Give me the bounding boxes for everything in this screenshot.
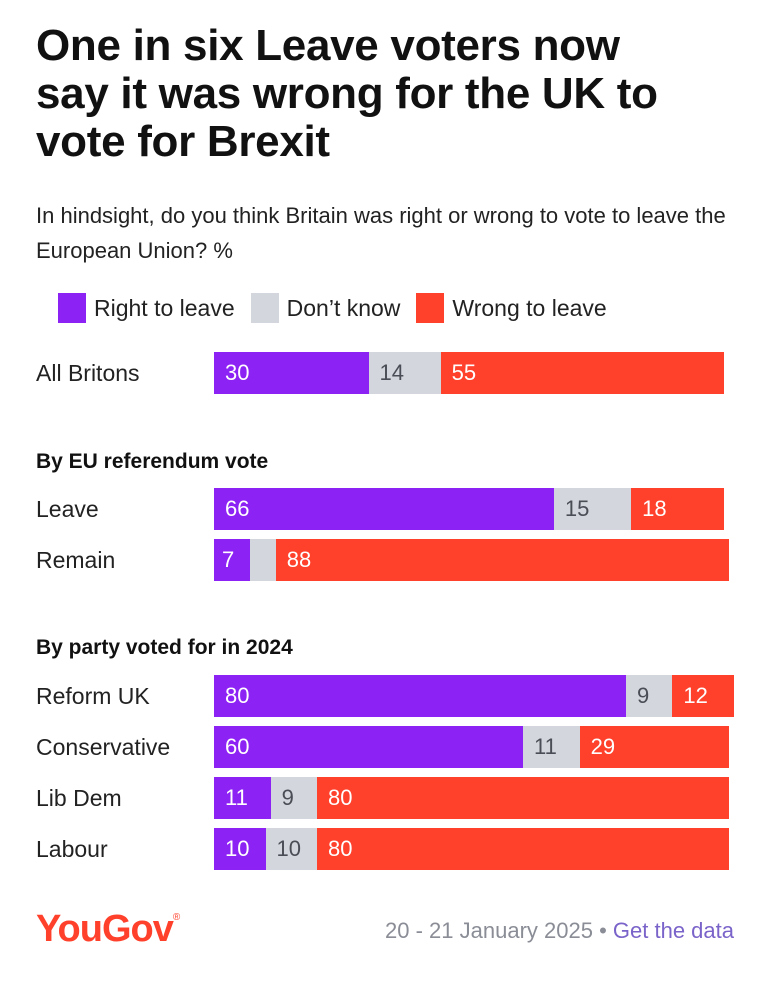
footer-source: 20 - 21 January 2025 • Get the data xyxy=(385,918,734,944)
section-heading: By party voted for in 2024 xyxy=(36,636,293,659)
bar-segment-wrong-to-leave: 12 xyxy=(672,675,735,717)
chart-title: One in six Leave voters now say it was w… xyxy=(36,22,736,166)
legend-label-dont-know: Don’t know xyxy=(286,294,401,321)
title-line-2: say it was wrong for the UK to xyxy=(36,69,658,118)
title-line-1: One in six Leave voters now xyxy=(36,21,620,70)
row-label: Leave xyxy=(36,496,99,522)
bar-segment-right-to-leave: 30 xyxy=(214,352,369,394)
row-label: Remain xyxy=(36,547,116,573)
legend-swatch-right xyxy=(58,293,86,323)
row-label: Conservative xyxy=(36,734,171,760)
legend: Right to leave Don’t know Wrong to leave xyxy=(58,290,623,326)
footer-date: 20 - 21 January 2025 xyxy=(385,918,593,943)
bar-segment-right-to-leave: 10 xyxy=(214,828,266,870)
bar-segment-wrong-to-leave: 29 xyxy=(579,726,729,768)
footer-separator: • xyxy=(592,918,613,943)
legend-label-right: Right to leave xyxy=(94,294,235,321)
bar-segment-dont-know: 15 xyxy=(553,488,632,530)
logo-text: YouGov xyxy=(36,908,174,950)
bar-segment-wrong-to-leave: 88 xyxy=(275,539,729,581)
get-the-data-link[interactable]: Get the data xyxy=(612,918,734,943)
legend-swatch-wrong xyxy=(416,293,445,323)
bar-segment-right-to-leave: 66 xyxy=(214,488,554,530)
bar-segment-dont-know xyxy=(250,539,276,581)
legend-swatch-dont-know xyxy=(250,293,279,323)
bar-segment-wrong-to-leave: 55 xyxy=(440,352,724,394)
yougov-logo: YouGov® xyxy=(36,908,180,951)
bar-segment-dont-know: 9 xyxy=(270,777,317,819)
bar-segment-dont-know: 9 xyxy=(626,675,673,717)
bar-segment-dont-know: 10 xyxy=(265,828,317,870)
legend-label-wrong: Wrong to leave xyxy=(452,294,607,321)
row-label: All Britons xyxy=(36,360,140,386)
title-line-3: vote for Brexit xyxy=(36,117,330,166)
bar-segment-wrong-to-leave: 80 xyxy=(317,828,729,870)
section-heading: By EU referendum vote xyxy=(36,450,269,473)
bar-segment-dont-know: 11 xyxy=(523,726,580,768)
legend-item-wrong: Wrong to leave xyxy=(416,293,607,323)
bar-segment-right-to-leave: 11 xyxy=(214,777,271,819)
legend-item-dont-know: Don’t know xyxy=(250,293,401,323)
bar-segment-right-to-leave: 60 xyxy=(214,726,523,768)
bar-segment-right-to-leave: 80 xyxy=(214,675,626,717)
bar-segment-right-to-leave: 7 xyxy=(214,539,251,581)
bar-segment-wrong-to-leave: 18 xyxy=(631,488,724,530)
bar-segment-dont-know: 14 xyxy=(368,352,441,394)
row-label: Lib Dem xyxy=(36,785,122,811)
legend-item-right: Right to leave xyxy=(58,293,235,323)
bar-segment-wrong-to-leave: 80 xyxy=(317,777,729,819)
chart-subtitle: In hindsight, do you think Britain was r… xyxy=(36,203,726,263)
row-label: Labour xyxy=(36,836,108,862)
logo-registered-mark: ® xyxy=(172,912,180,923)
row-label: Reform UK xyxy=(36,683,150,709)
